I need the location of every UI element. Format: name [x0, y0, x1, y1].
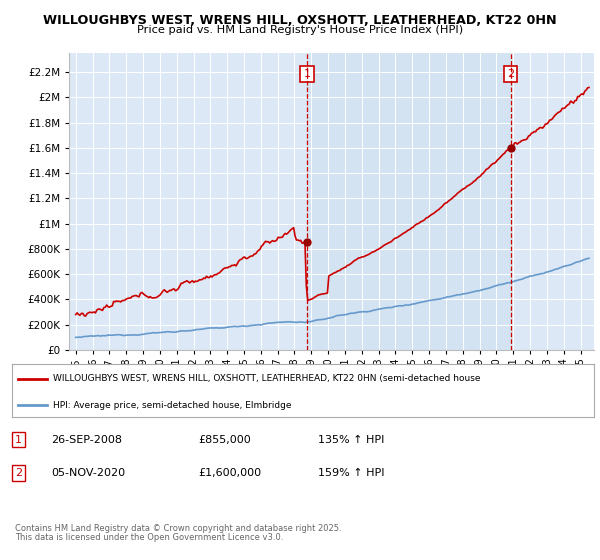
Text: WILLOUGHBYS WEST, WRENS HILL, OXSHOTT, LEATHERHEAD, KT22 0HN: WILLOUGHBYS WEST, WRENS HILL, OXSHOTT, L… — [43, 14, 557, 27]
Bar — [307, 53, 511, 350]
Text: 1: 1 — [304, 69, 310, 79]
Text: 135% ↑ HPI: 135% ↑ HPI — [318, 435, 385, 445]
Text: 2: 2 — [15, 468, 22, 478]
Text: Contains HM Land Registry data © Crown copyright and database right 2025.: Contains HM Land Registry data © Crown c… — [15, 524, 341, 533]
Text: 2: 2 — [507, 69, 514, 79]
Text: 159% ↑ HPI: 159% ↑ HPI — [318, 468, 385, 478]
Text: Price paid vs. HM Land Registry's House Price Index (HPI): Price paid vs. HM Land Registry's House … — [137, 25, 463, 35]
Text: This data is licensed under the Open Government Licence v3.0.: This data is licensed under the Open Gov… — [15, 533, 283, 542]
Text: WILLOUGHBYS WEST, WRENS HILL, OXSHOTT, LEATHERHEAD, KT22 0HN (semi-detached hous: WILLOUGHBYS WEST, WRENS HILL, OXSHOTT, L… — [53, 375, 480, 384]
Text: 05-NOV-2020: 05-NOV-2020 — [51, 468, 125, 478]
Text: HPI: Average price, semi-detached house, Elmbridge: HPI: Average price, semi-detached house,… — [53, 401, 291, 410]
Text: £855,000: £855,000 — [198, 435, 251, 445]
Text: £1,600,000: £1,600,000 — [198, 468, 261, 478]
Text: 26-SEP-2008: 26-SEP-2008 — [51, 435, 122, 445]
Text: 1: 1 — [15, 435, 22, 445]
